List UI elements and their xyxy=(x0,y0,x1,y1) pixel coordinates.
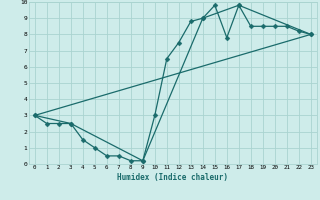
X-axis label: Humidex (Indice chaleur): Humidex (Indice chaleur) xyxy=(117,173,228,182)
